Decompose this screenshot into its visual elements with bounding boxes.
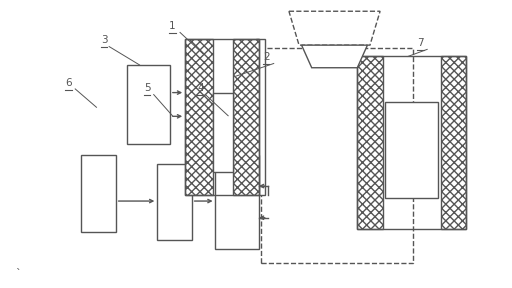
Bar xyxy=(441,56,466,229)
Bar xyxy=(385,102,438,198)
Bar xyxy=(216,155,259,249)
Text: 1: 1 xyxy=(169,21,176,31)
Bar xyxy=(157,164,191,240)
Text: 4: 4 xyxy=(197,83,204,93)
Bar xyxy=(357,56,382,229)
Bar xyxy=(441,56,466,229)
Bar xyxy=(261,48,413,263)
Bar xyxy=(233,39,259,195)
Text: 2: 2 xyxy=(263,52,269,62)
Bar xyxy=(185,39,213,195)
Bar xyxy=(185,39,259,195)
Bar xyxy=(357,56,466,229)
Polygon shape xyxy=(302,45,368,68)
Bar xyxy=(185,39,213,195)
Text: 3: 3 xyxy=(101,35,108,45)
Bar xyxy=(213,93,233,172)
Bar xyxy=(357,56,382,229)
Text: `: ` xyxy=(15,269,21,279)
Text: 7: 7 xyxy=(417,38,424,48)
Bar xyxy=(127,65,170,144)
Bar xyxy=(81,155,116,232)
Bar xyxy=(233,39,259,195)
Text: 5: 5 xyxy=(144,83,151,93)
Bar xyxy=(256,39,265,195)
Text: 6: 6 xyxy=(66,77,72,88)
